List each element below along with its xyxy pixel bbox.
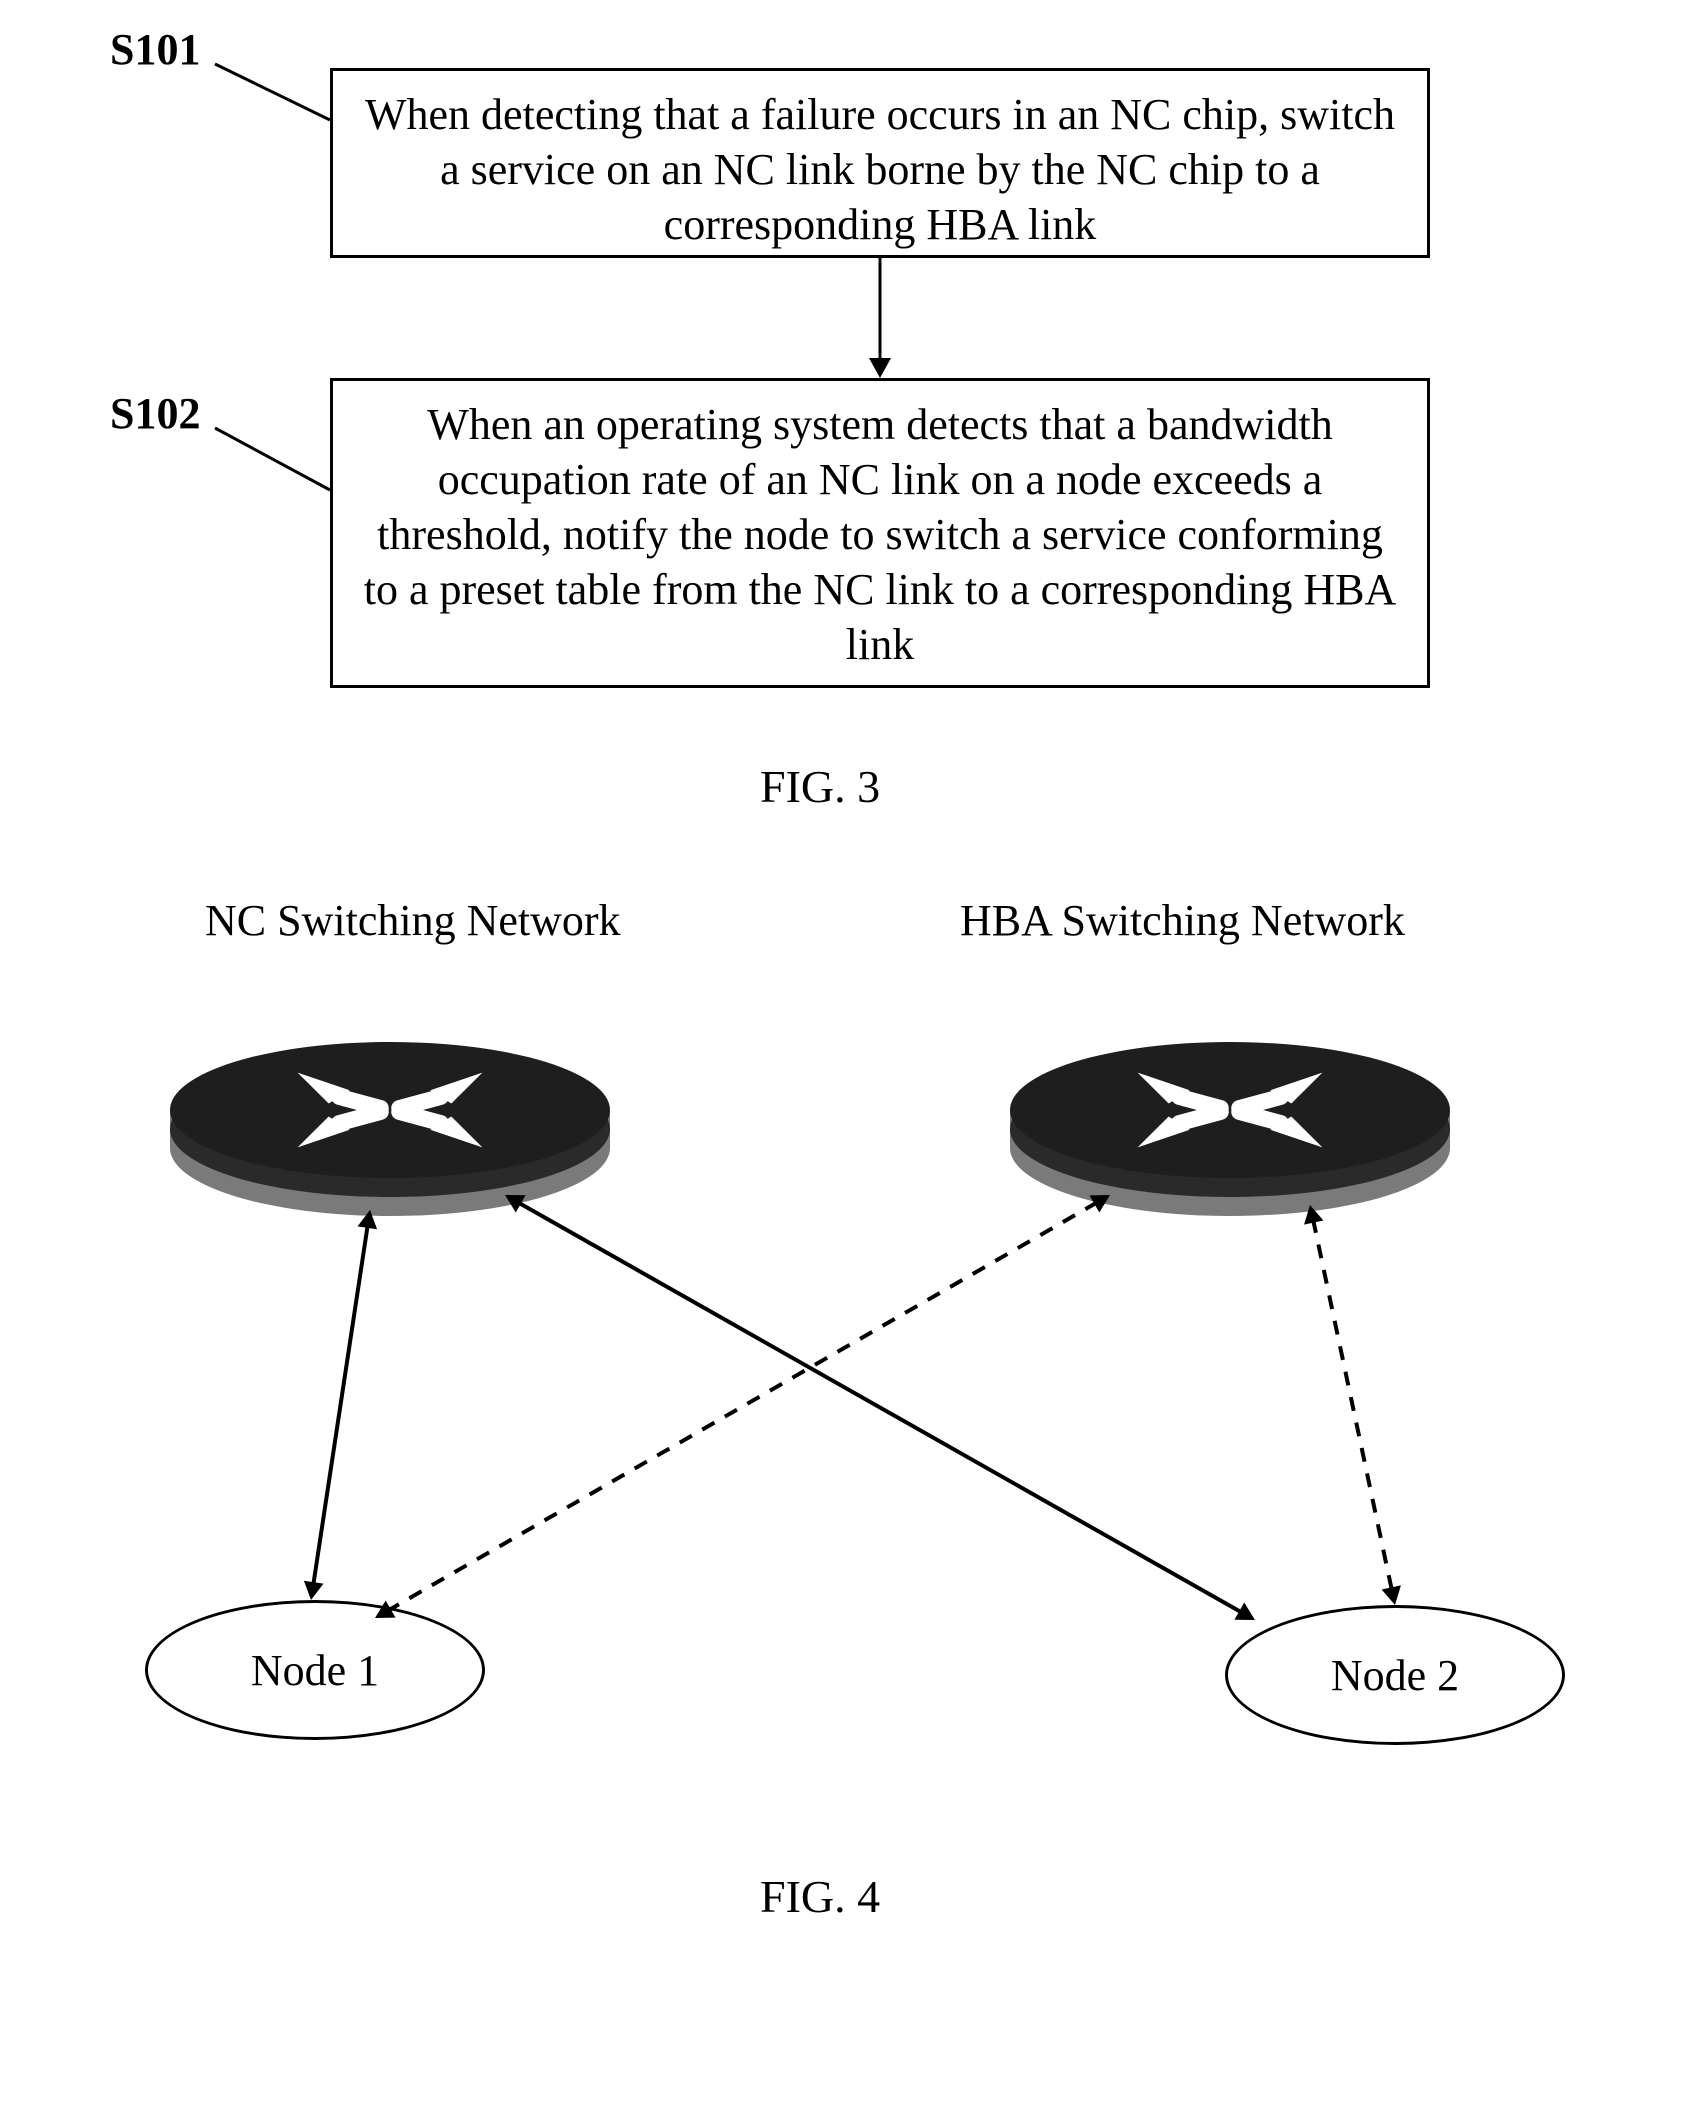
hba-network-label: HBA Switching Network	[960, 895, 1405, 946]
nc-network-label: NC Switching Network	[205, 895, 621, 946]
diagram-overlay	[0, 0, 1690, 2108]
step-box-s101: When detecting that a failure occurs in …	[330, 68, 1430, 258]
step-label-s101: S101	[110, 24, 200, 75]
fig3-caption: FIG. 3	[760, 760, 880, 813]
node-2: Node 2	[1225, 1605, 1565, 1745]
step-text-s101: When detecting that a failure occurs in …	[365, 90, 1395, 249]
step-box-s102: When an operating system detects that a …	[330, 378, 1430, 688]
node-2-label: Node 2	[1331, 1650, 1459, 1701]
step-text-s102: When an operating system detects that a …	[364, 400, 1397, 669]
page: S101 When detecting that a failure occur…	[0, 0, 1690, 2108]
node-1: Node 1	[145, 1600, 485, 1740]
node-1-label: Node 1	[251, 1645, 379, 1696]
fig4-caption: FIG. 4	[760, 1870, 880, 1923]
step-label-s102: S102	[110, 388, 200, 439]
